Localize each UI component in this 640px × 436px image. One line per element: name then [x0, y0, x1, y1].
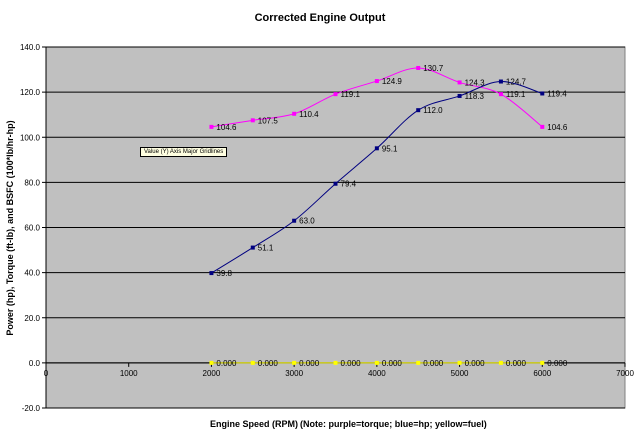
x-tick-label: 3000: [285, 369, 303, 378]
y-tick-label: 80.0: [24, 178, 40, 187]
data-point-hp: [292, 218, 297, 223]
data-label-hp: 119.4: [547, 89, 567, 98]
x-tick-label: 1000: [120, 369, 138, 378]
y-tick-label: -20.0: [22, 404, 41, 413]
data-point-fuel: [540, 360, 545, 365]
data-point-torque: [333, 92, 338, 97]
data-point-hp: [457, 93, 462, 98]
chart-note: (Note: purple=torque; blue=hp; yellow=fu…: [300, 419, 487, 429]
gridline-tooltip: Value (Y) Axis Major Gridlines: [140, 147, 228, 157]
data-label-fuel: 0.000: [547, 359, 568, 368]
data-label-torque: 130.7: [423, 64, 444, 73]
x-axis-title: Engine Speed (RPM): [210, 419, 298, 429]
data-label-hp: 118.3: [465, 92, 485, 101]
x-tick-label: 5000: [451, 369, 469, 378]
data-point-hp: [333, 181, 338, 186]
data-point-torque: [540, 124, 545, 129]
x-tick-label: 2000: [203, 369, 221, 378]
data-label-hp: 63.0: [299, 217, 315, 226]
data-point-fuel: [374, 360, 379, 365]
data-label-hp: 124.7: [506, 78, 527, 87]
data-label-torque: 124.3: [465, 78, 486, 87]
data-point-hp: [374, 146, 379, 151]
data-label-torque: 124.9: [382, 77, 403, 86]
data-label-hp: 79.4: [341, 180, 357, 189]
data-point-fuel: [333, 360, 338, 365]
y-tick-label: 120.0: [20, 88, 41, 97]
data-label-fuel: 0.000: [258, 359, 279, 368]
data-point-fuel: [457, 360, 462, 365]
data-label-fuel: 0.000: [382, 359, 403, 368]
data-label-hp: 112.0: [423, 106, 443, 115]
y-axis-title: Power (hp), Torque (ft-lb), and BSFC (10…: [5, 120, 15, 335]
data-point-torque: [416, 65, 421, 70]
data-point-hp: [250, 245, 255, 250]
data-label-fuel: 0.000: [216, 359, 237, 368]
data-point-torque: [374, 79, 379, 84]
data-label-fuel: 0.000: [506, 359, 527, 368]
y-tick-label: 20.0: [24, 314, 40, 323]
data-label-torque: 107.5: [258, 116, 279, 125]
data-point-fuel: [292, 360, 297, 365]
y-tick-label: 0.0: [29, 359, 41, 368]
y-tick-label: 60.0: [24, 224, 40, 233]
data-point-torque: [209, 124, 214, 129]
data-label-fuel: 0.000: [299, 359, 320, 368]
data-point-fuel: [250, 360, 255, 365]
x-tick-label: 7000: [616, 369, 634, 378]
data-label-hp: 51.1: [258, 244, 274, 253]
data-label-hp: 39.8: [216, 269, 232, 278]
data-label-hp: 95.1: [382, 144, 398, 153]
y-tick-label: 40.0: [24, 269, 40, 278]
data-point-hp: [209, 271, 214, 276]
data-label-torque: 110.4: [299, 110, 319, 119]
data-label-torque: 104.6: [216, 123, 237, 132]
y-tick-label: 140.0: [20, 43, 41, 52]
data-label-fuel: 0.000: [465, 359, 486, 368]
data-point-hp: [416, 108, 421, 113]
data-label-fuel: 0.000: [423, 359, 444, 368]
data-label-torque: 104.6: [547, 123, 568, 132]
data-point-fuel: [209, 360, 214, 365]
plot-area: -20.0 0.0 20.0 40.0 60.0 80.0 100.0 120.0 140.0 0…: [20, 43, 634, 413]
data-point-hp: [540, 91, 545, 96]
data-label-torque: 119.1: [341, 90, 361, 99]
chart-title: Corrected Engine Output: [255, 12, 386, 24]
x-tick-label: 6000: [533, 369, 551, 378]
data-point-torque: [498, 92, 503, 97]
x-tick-label: 4000: [368, 369, 386, 378]
data-point-hp: [498, 79, 503, 84]
data-point-fuel: [416, 360, 421, 365]
data-point-fuel: [498, 360, 503, 365]
data-label-torque: 119.1: [506, 90, 526, 99]
data-point-torque: [457, 80, 462, 85]
data-point-torque: [250, 118, 255, 123]
data-point-torque: [292, 111, 297, 116]
data-label-fuel: 0.000: [341, 359, 362, 368]
y-tick-label: 100.0: [20, 133, 41, 142]
